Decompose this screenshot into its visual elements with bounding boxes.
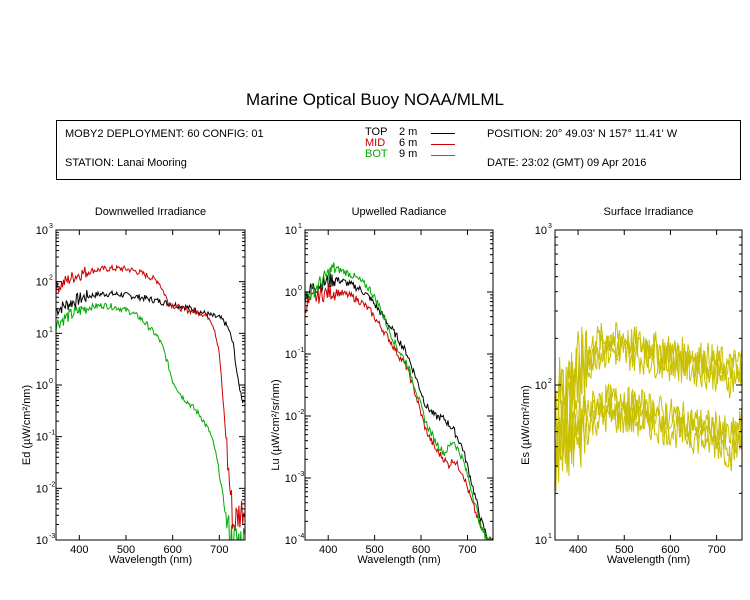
x-axis-label: Wavelength (nm) bbox=[109, 554, 192, 566]
y-tick-exponent: -3 bbox=[49, 533, 55, 540]
series-line-top bbox=[56, 289, 245, 404]
x-tick-label: 500 bbox=[365, 544, 383, 556]
panel-title: Upwelled Radiance bbox=[352, 206, 447, 218]
panel-title: Surface Irradiance bbox=[604, 206, 694, 218]
legend-name-bot: BOT bbox=[365, 148, 388, 160]
x-tick-label: 700 bbox=[458, 544, 476, 556]
x-tick-label: 400 bbox=[319, 544, 337, 556]
y-tick-exponent: -1 bbox=[298, 347, 304, 354]
series-line-top bbox=[305, 272, 493, 540]
x-tick-label: 600 bbox=[163, 544, 181, 556]
info-box: MOBY2 DEPLOYMENT: 60 CONFIG: 01 STATION:… bbox=[56, 120, 741, 180]
y-axis-label: Ed (µW/cm²/nm) bbox=[21, 385, 33, 465]
y-tick-exponent: -2 bbox=[49, 481, 55, 488]
y-tick-label: 10 bbox=[36, 535, 48, 547]
date-text: DATE: 23:02 (GMT) 09 Apr 2016 bbox=[487, 157, 647, 169]
plot-frame bbox=[554, 229, 743, 541]
y-tick-label: 10 bbox=[285, 287, 297, 299]
y-tick-exponent: -3 bbox=[298, 471, 304, 478]
y-tick-label: 10 bbox=[535, 380, 547, 392]
y-tick-exponent: -4 bbox=[298, 533, 304, 540]
deployment-text: MOBY2 DEPLOYMENT: 60 CONFIG: 01 bbox=[65, 128, 264, 140]
x-tick-label: 500 bbox=[615, 544, 633, 556]
x-axis-label: Wavelength (nm) bbox=[607, 554, 690, 566]
y-tick-label: 10 bbox=[36, 328, 48, 340]
y-tick-label: 10 bbox=[535, 225, 547, 237]
x-tick-label: 500 bbox=[117, 544, 135, 556]
y-tick-label: 10 bbox=[285, 535, 297, 547]
y-tick-exponent: 1 bbox=[298, 223, 302, 230]
legend-line-top bbox=[431, 133, 455, 134]
y-tick-label: 10 bbox=[535, 535, 547, 547]
y-tick-exponent: 3 bbox=[548, 223, 552, 230]
legend-depth-bot: 9 m bbox=[399, 148, 418, 160]
y-tick-exponent: 0 bbox=[298, 285, 302, 292]
y-tick-label: 10 bbox=[285, 411, 297, 423]
series-line-mid bbox=[305, 285, 492, 540]
y-axis-label: Es (µW/cm²/nm) bbox=[520, 385, 532, 465]
y-axis-label: Lu (µW/cm²/sr/nm) bbox=[270, 379, 282, 470]
series-line-6 bbox=[555, 402, 742, 492]
legend-line-mid bbox=[431, 144, 455, 145]
legend-name-mid: MID bbox=[365, 137, 386, 149]
x-tick-label: 400 bbox=[70, 544, 88, 556]
x-tick-label: 600 bbox=[661, 544, 679, 556]
x-tick-label: 700 bbox=[707, 544, 725, 556]
plot-frame bbox=[55, 229, 246, 541]
series-line-3 bbox=[555, 336, 742, 443]
y-tick-label: 10 bbox=[285, 473, 297, 485]
x-tick-label: 400 bbox=[569, 544, 587, 556]
y-tick-exponent: 2 bbox=[49, 275, 53, 282]
legend-depth-mid: 6 m bbox=[399, 137, 418, 149]
y-tick-label: 10 bbox=[285, 349, 297, 361]
y-tick-exponent: 1 bbox=[548, 533, 552, 540]
x-tick-label: 700 bbox=[210, 544, 228, 556]
y-tick-exponent: 2 bbox=[548, 378, 552, 385]
position-text: POSITION: 20° 49.03' N 157° 11.41' W bbox=[487, 128, 678, 140]
x-axis-label: Wavelength (nm) bbox=[357, 554, 440, 566]
y-tick-exponent: 1 bbox=[49, 326, 53, 333]
y-tick-label: 10 bbox=[36, 380, 48, 392]
legend-depth-top: 2 m bbox=[399, 126, 418, 138]
y-tick-exponent: -2 bbox=[298, 409, 304, 416]
station-text: STATION: Lanai Mooring bbox=[65, 157, 187, 169]
panel-title: Downwelled Irradiance bbox=[95, 206, 206, 218]
y-tick-label: 10 bbox=[36, 483, 48, 495]
series-line-bot bbox=[305, 262, 491, 540]
chart-main-title: Marine Optical Buoy NOAA/MLML bbox=[246, 90, 504, 109]
y-tick-exponent: -1 bbox=[49, 430, 55, 437]
y-tick-label: 10 bbox=[285, 225, 297, 237]
y-tick-label: 10 bbox=[36, 277, 48, 289]
series-line-bot bbox=[56, 302, 245, 540]
plot-frame bbox=[304, 229, 494, 541]
x-tick-label: 600 bbox=[412, 544, 430, 556]
y-tick-exponent: 0 bbox=[49, 378, 53, 385]
series-line-mid bbox=[56, 263, 245, 532]
y-tick-label: 10 bbox=[36, 225, 48, 237]
y-tick-exponent: 3 bbox=[49, 223, 53, 230]
y-tick-label: 10 bbox=[36, 432, 48, 444]
legend-name-top: TOP bbox=[365, 126, 388, 138]
legend-line-bot bbox=[431, 155, 455, 156]
